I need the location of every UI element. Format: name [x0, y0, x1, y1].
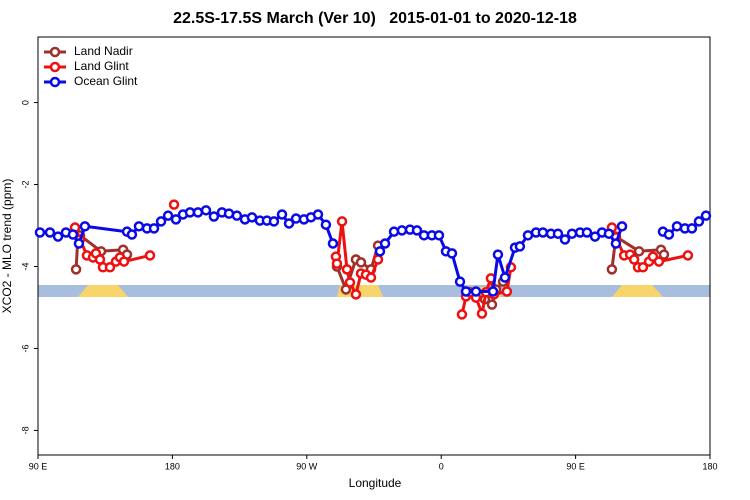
- data-point: [320, 219, 332, 230]
- data-point: [372, 254, 384, 265]
- data-point: [276, 209, 288, 220]
- data-point: [231, 210, 243, 221]
- data-point: [34, 227, 46, 238]
- data-point: [283, 218, 295, 229]
- data-point: [658, 249, 670, 260]
- y-tick-label: -4: [20, 262, 30, 270]
- legend-label: Land Nadir: [74, 44, 133, 58]
- data-point: [336, 216, 348, 227]
- data-point: [355, 257, 367, 268]
- chart-title: 22.5S-17.5S March (Ver 10) 2015-01-01 to…: [173, 10, 577, 27]
- data-point: [492, 249, 504, 260]
- data-point: [396, 225, 408, 236]
- y-tick-label: -2: [20, 181, 30, 189]
- data-point: [148, 223, 160, 234]
- data-point: [606, 264, 618, 275]
- data-point: [70, 264, 82, 275]
- data-point: [486, 299, 498, 310]
- data-point: [693, 216, 705, 227]
- data-point: [388, 226, 400, 237]
- data-point: [454, 276, 466, 287]
- data-point: [686, 223, 698, 234]
- data-point: [514, 241, 526, 252]
- data-point: [700, 210, 712, 221]
- data-point: [433, 230, 445, 241]
- data-point: [170, 214, 182, 225]
- y-tick-label: -6: [20, 344, 30, 352]
- data-point: [52, 231, 64, 242]
- data-point: [559, 234, 571, 245]
- data-point: [566, 228, 578, 239]
- data-point: [344, 277, 356, 288]
- data-point: [628, 254, 640, 265]
- data-point: [331, 258, 343, 269]
- legend-marker: [49, 61, 61, 73]
- data-point: [411, 225, 423, 236]
- data-point: [633, 246, 645, 257]
- land-mask: [38, 285, 710, 297]
- data-point: [365, 272, 377, 283]
- x-tick-label: 180: [702, 461, 717, 471]
- data-point: [460, 286, 472, 297]
- data-point: [616, 221, 628, 232]
- data-point: [653, 256, 665, 267]
- data-point: [487, 286, 499, 297]
- x-tick-label: 90 E: [566, 461, 585, 471]
- legend-label: Land Glint: [74, 59, 129, 73]
- data-point: [200, 205, 212, 216]
- y-tick-label: 0: [20, 100, 30, 105]
- data-point: [312, 209, 324, 220]
- data-point: [379, 238, 391, 249]
- data-point: [663, 229, 675, 240]
- data-point: [327, 238, 339, 249]
- data-point: [73, 238, 85, 249]
- data-point: [144, 250, 156, 261]
- legend-marker: [49, 46, 61, 58]
- data-point: [499, 272, 511, 283]
- land-patch: [78, 285, 128, 297]
- data-point: [168, 199, 180, 210]
- y-tick-label: -8: [20, 426, 30, 434]
- data-point: [133, 221, 145, 232]
- data-point: [350, 289, 362, 300]
- data-point: [118, 256, 130, 267]
- data-point: [67, 229, 79, 240]
- data-point: [476, 308, 488, 319]
- x-tick-label: 90 W: [296, 461, 318, 471]
- data-point: [682, 250, 694, 261]
- data-point: [104, 262, 116, 273]
- data-point: [374, 246, 386, 257]
- data-point: [192, 207, 204, 218]
- x-tick-label: 90 E: [29, 461, 48, 471]
- data-point: [44, 227, 56, 238]
- data-point: [446, 248, 458, 259]
- x-tick-label: 180: [165, 461, 180, 471]
- y-axis-label: XCO2 - MLO trend (ppm): [0, 179, 14, 314]
- data-point: [603, 228, 615, 239]
- data-point: [126, 229, 138, 240]
- plot-frame: [37, 36, 711, 456]
- data-point: [637, 262, 649, 273]
- data-point: [155, 216, 167, 227]
- data-point: [162, 210, 174, 221]
- data-point: [268, 216, 280, 227]
- data-point: [581, 227, 593, 238]
- x-tick-label: 0: [439, 461, 444, 471]
- data-point: [537, 227, 549, 238]
- data-point: [501, 286, 513, 297]
- x-axis-label: Longitude: [349, 476, 402, 490]
- data-point: [522, 230, 534, 241]
- legend-label: Ocean Glint: [74, 74, 138, 88]
- data-point: [79, 221, 91, 232]
- data-point: [470, 286, 482, 297]
- legend-marker: [49, 76, 61, 88]
- data-point: [341, 264, 353, 275]
- data-point: [456, 309, 468, 320]
- data-point: [552, 228, 564, 239]
- data-point: [610, 238, 622, 249]
- land-patch: [612, 285, 663, 297]
- data-point: [208, 211, 220, 222]
